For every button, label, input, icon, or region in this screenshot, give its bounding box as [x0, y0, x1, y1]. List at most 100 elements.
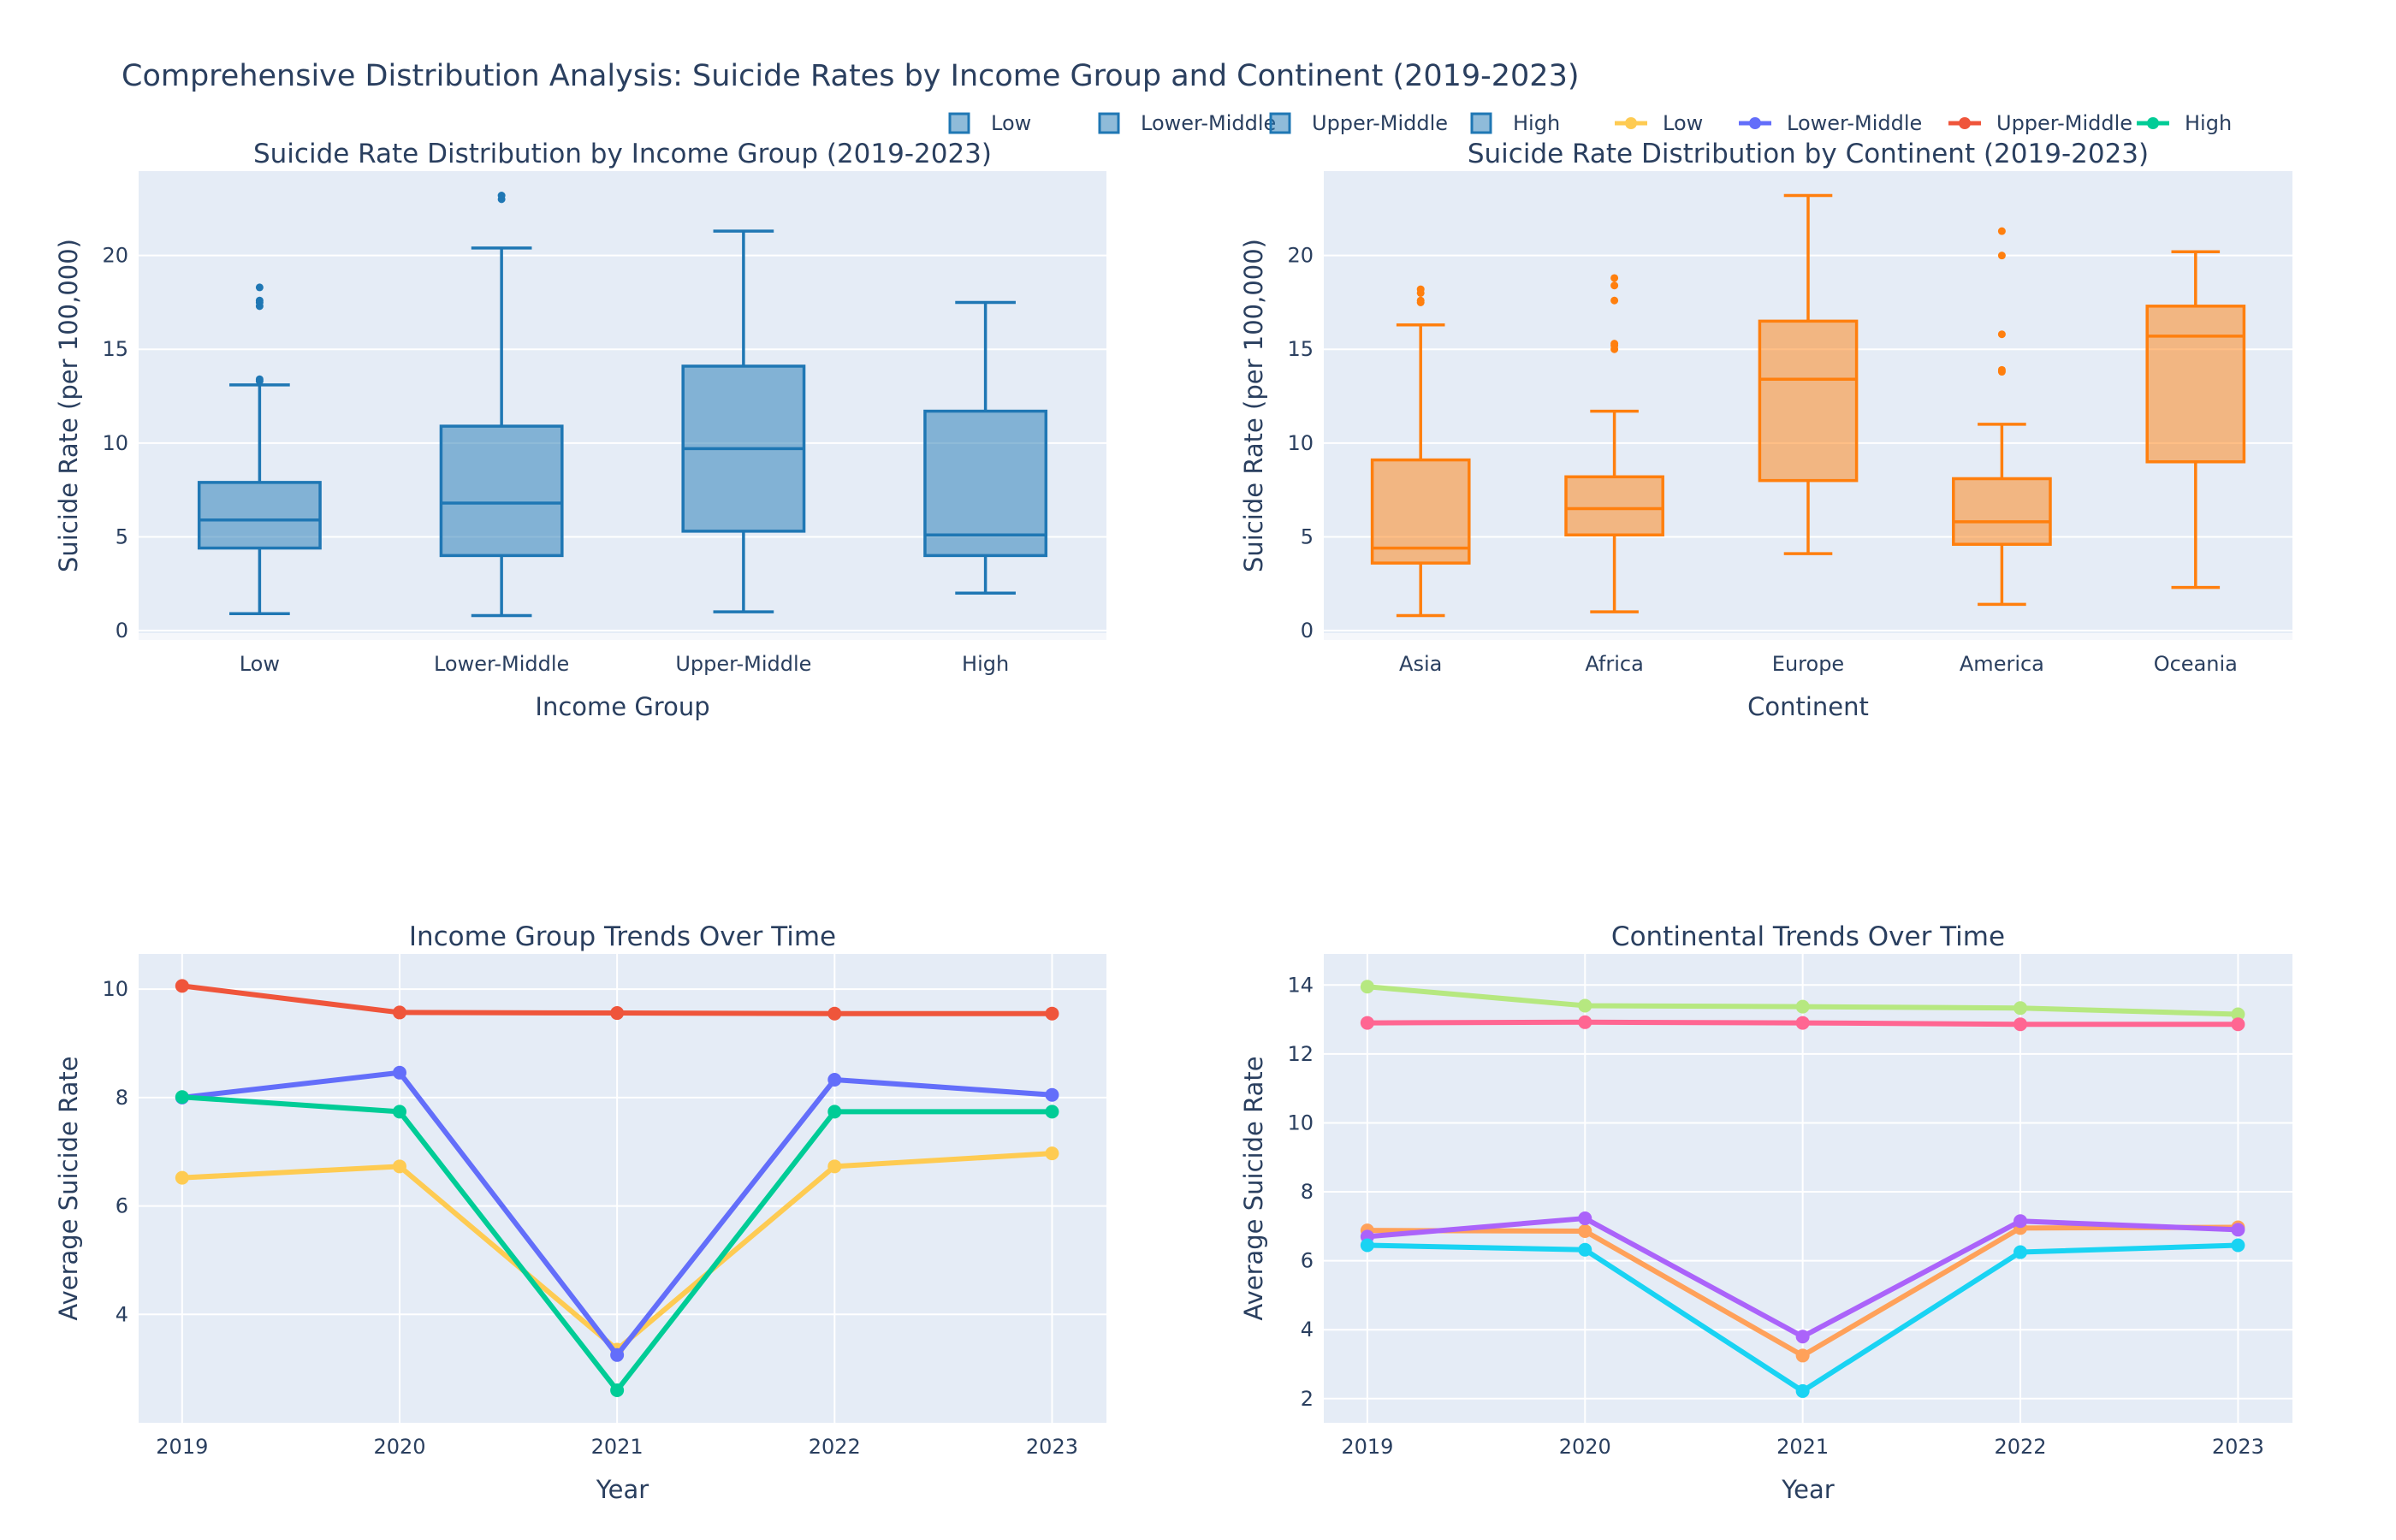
baseline-band: [1324, 633, 2292, 640]
legend-item[interactable]: Low: [1615, 111, 1703, 135]
y-tick-label: 12: [1287, 1042, 1314, 1066]
iqr-box: [2145, 305, 2246, 464]
legend-item[interactable]: High: [1470, 111, 1560, 135]
data-point: [1578, 1015, 1592, 1029]
outlier-point: [497, 191, 506, 199]
x-tick-label: Europe: [1772, 652, 1844, 676]
data-point: [1360, 980, 1374, 994]
y-tick-label: 4: [116, 1302, 128, 1326]
iqr-box: [1370, 458, 1471, 565]
legend-label: Upper-Middle: [1312, 111, 1448, 135]
legend-item[interactable]: Lower-Middle: [1739, 111, 1922, 135]
legend-item[interactable]: High: [2137, 111, 2232, 135]
x-tick-label: 2021: [591, 1435, 643, 1459]
outlier-point: [255, 296, 264, 305]
x-tick-label: Low: [240, 652, 280, 676]
y-tick-label: 10: [1287, 431, 1314, 455]
outlier-point: [1610, 281, 1619, 290]
data-point: [1795, 1383, 1810, 1398]
subplot-title: Continental Trends Over Time: [1611, 921, 2005, 952]
continent-trend-panel: 2 4 6 8 10 12 14 Continental Trends Over Time Ye…: [1239, 921, 2292, 1504]
x-axis-title: Continent: [1747, 692, 1869, 721]
legend-marker: [1959, 117, 1971, 129]
data-point: [2231, 1017, 2245, 1032]
box-asia[interactable]: [1370, 285, 1471, 618]
data-point: [1795, 1016, 1810, 1030]
legend-box-swatch: [948, 112, 970, 134]
legend-label: Lower-Middle: [1141, 111, 1276, 135]
plot-area: [139, 171, 1106, 640]
series-line[interactable]: [175, 979, 1059, 1021]
y-tick-label: 15: [102, 337, 128, 361]
legend-label: Upper-Middle: [1996, 111, 2132, 135]
y-tick-label: 5: [116, 524, 128, 548]
y-tick-label: 14: [1287, 973, 1314, 997]
series-line[interactable]: [175, 1090, 1059, 1397]
legend-box-swatch: [1098, 112, 1120, 134]
baseline-band: [139, 633, 1106, 640]
data-point: [175, 979, 189, 993]
iqr-box: [439, 424, 564, 558]
box-europe[interactable]: [1758, 193, 1859, 555]
y-tick-label: 10: [1287, 1111, 1314, 1134]
subplot-title: Suicide Rate Distribution by Continent (…: [1468, 139, 2149, 169]
y-axis-title: Average Suicide Rate: [54, 1056, 83, 1320]
legend-box-swatch: [1269, 112, 1291, 134]
y-tick-label: 0: [116, 619, 128, 643]
data-point: [392, 1065, 406, 1080]
box-lower-middle[interactable]: [439, 191, 564, 618]
legend-label: High: [2185, 111, 2232, 135]
legend-item[interactable]: Low: [948, 111, 1031, 135]
data-point: [175, 1090, 189, 1105]
legend-item[interactable]: Upper-Middle: [1948, 111, 2132, 135]
data-point: [827, 1072, 842, 1087]
x-tick-label: 2020: [373, 1435, 425, 1459]
series-line[interactable]: [1360, 1238, 2245, 1398]
x-tick-label: 2022: [809, 1435, 861, 1459]
series-line[interactable]: [1360, 1015, 2245, 1032]
y-tick-label: 15: [1287, 337, 1314, 361]
legend-label: High: [1513, 111, 1560, 135]
data-point: [610, 1348, 625, 1362]
legend-box-swatch: [1470, 112, 1492, 134]
outlier-point: [1610, 296, 1619, 305]
data-point: [1045, 1006, 1059, 1021]
data-point: [1045, 1105, 1059, 1119]
outlier-point: [255, 283, 264, 292]
x-tick-label: 2020: [1559, 1435, 1611, 1459]
outlier-point: [1610, 340, 1619, 348]
data-point: [1795, 999, 1810, 1014]
outlier-point: [1997, 252, 2006, 260]
subplot-title: Suicide Rate Distribution by Income Grou…: [253, 139, 992, 169]
outlier-point: [1416, 296, 1425, 305]
box-oceania[interactable]: [2145, 250, 2246, 589]
x-tick-label: 2021: [1776, 1435, 1829, 1459]
box-high[interactable]: [923, 300, 1048, 595]
plot-area: [1324, 954, 2292, 1423]
x-tick-label: 2022: [1994, 1435, 2046, 1459]
legend-label: Low: [1663, 111, 1703, 135]
y-tick-label: 6: [116, 1194, 128, 1218]
x-tick-label: High: [962, 652, 1009, 676]
box-america[interactable]: [1952, 227, 2052, 607]
x-axis-title: Year: [596, 1475, 649, 1504]
continent-box-panel: 0 5 10 15 20 Suicide Rate Distribution by Con…: [1239, 139, 2292, 721]
x-tick-label: Asia: [1399, 652, 1442, 676]
x-tick-label: Upper-Middle: [675, 652, 811, 676]
x-tick-label: 2019: [1341, 1435, 1393, 1459]
y-tick-label: 20: [1287, 244, 1314, 268]
legend-item[interactable]: Upper-Middle: [1269, 111, 1448, 135]
data-point: [392, 1005, 406, 1020]
box-upper-middle[interactable]: [681, 229, 806, 613]
data-point: [2231, 1238, 2245, 1253]
legend[interactable]: Low Lower-Middle Upper-Middle High Low Lower-…: [948, 111, 2232, 135]
series-line[interactable]: [1360, 980, 2245, 1022]
data-point: [1578, 1242, 1592, 1257]
box-africa[interactable]: [1564, 274, 1664, 613]
y-tick-label: 20: [102, 244, 128, 268]
legend-marker: [2147, 117, 2159, 129]
box-low[interactable]: [197, 283, 322, 616]
y-tick-label: 10: [102, 431, 128, 455]
data-point: [1578, 998, 1592, 1013]
legend-item[interactable]: Lower-Middle: [1098, 111, 1276, 135]
